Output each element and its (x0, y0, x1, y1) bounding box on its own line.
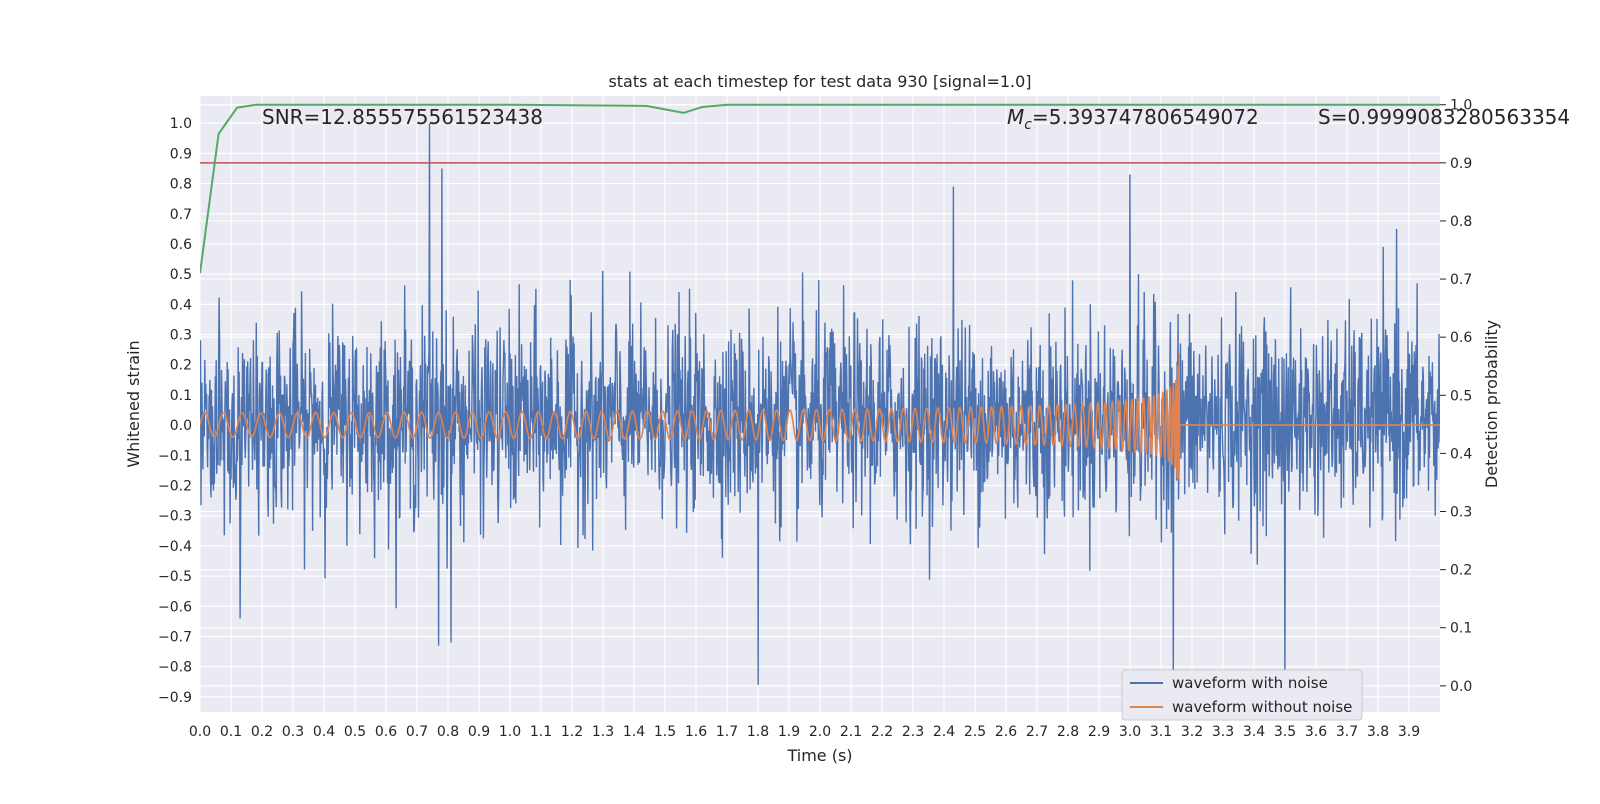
y-right-tick-label: 0.1 (1450, 621, 1472, 637)
y-left-axis-label: Whitened strain (124, 340, 143, 467)
x-tick-label: 0.2 (251, 724, 273, 740)
legend-label-noisy: waveform with noise (1172, 674, 1328, 692)
x-tick-label: 1.0 (499, 724, 521, 740)
y-right-tick-label: 0.8 (1450, 214, 1472, 230)
y-right-tick-label: 0.2 (1450, 563, 1472, 579)
y-right-axis-ticks: 1.0 0.9 0.8 0.7 0.6 0.5 0.4 0.3 0.2 0.1 0.0 (1440, 98, 1472, 695)
y-right-tick-label: 0.7 (1450, 272, 1472, 288)
x-tick-label: 3.2 (1181, 724, 1203, 740)
snr-annotation: SNR=12.855575561523438 (262, 105, 543, 129)
x-tick-label: 1.4 (623, 724, 645, 740)
s-annotation: S=0.9999083280563354 (1318, 105, 1570, 129)
y-right-tick-label: 0.9 (1450, 156, 1472, 172)
x-axis-ticks: 0.0 0.1 0.2 0.3 0.4 0.5 0.6 0.7 0.8 0.9 1.0 1.1 1.2 1… (189, 724, 1420, 740)
x-tick-label: 1.2 (561, 724, 583, 740)
y-left-tick-label: 0.1 (170, 388, 192, 404)
y-left-tick-label: −0.1 (158, 448, 192, 464)
x-tick-label: 3.0 (1119, 724, 1141, 740)
y-left-tick-label: 0.0 (170, 418, 192, 434)
x-tick-label: 3.8 (1367, 724, 1389, 740)
y-left-tick-label: 0.3 (170, 328, 192, 344)
y-left-tick-label: 1.0 (170, 116, 192, 132)
x-tick-label: 2.3 (902, 724, 924, 740)
x-tick-label: 0.8 (437, 724, 459, 740)
y-left-tick-label: −0.9 (158, 690, 192, 706)
y-right-tick-label: 0.3 (1450, 505, 1472, 521)
legend: waveform with noise waveform without noi… (1121, 669, 1363, 721)
legend-box (1121, 669, 1363, 721)
x-tick-label: 2.0 (809, 724, 831, 740)
y-left-tick-label: 0.7 (170, 207, 192, 223)
y-left-tick-label: 0.9 (170, 146, 192, 162)
x-tick-label: 0.6 (375, 724, 397, 740)
x-tick-label: 0.4 (313, 724, 335, 740)
x-tick-label: 0.1 (220, 724, 242, 740)
x-tick-label: 2.7 (1026, 724, 1048, 740)
chirp-mass-annotation: Mc=5.393747806549072 (1007, 105, 1259, 133)
x-tick-label: 3.5 (1274, 724, 1296, 740)
chirp-mass-value: =5.393747806549072 (1032, 105, 1259, 129)
y-left-tick-label: −0.3 (158, 509, 192, 525)
x-tick-label: 0.0 (189, 724, 211, 740)
x-tick-label: 0.3 (282, 724, 304, 740)
x-tick-label: 3.4 (1243, 724, 1265, 740)
y-right-tick-label: 0.4 (1450, 446, 1472, 462)
x-tick-label: 1.5 (654, 724, 676, 740)
x-tick-label: 1.7 (716, 724, 738, 740)
y-left-tick-label: 0.2 (170, 358, 192, 374)
x-tick-label: 2.4 (933, 724, 955, 740)
chirp-mass-subscript: c (1024, 117, 1032, 133)
x-tick-label: 0.5 (344, 724, 366, 740)
series-detection-probability (200, 103, 1440, 274)
x-tick-label: 3.9 (1398, 724, 1420, 740)
y-left-tick-label: −0.2 (158, 479, 192, 495)
x-tick-label: 3.1 (1150, 724, 1172, 740)
y-right-tick-label: 0.5 (1450, 388, 1472, 404)
legend-label-clean: waveform without noise (1172, 698, 1352, 716)
y-left-tick-label: −0.5 (158, 569, 192, 585)
x-tick-label: 1.1 (530, 724, 552, 740)
y-left-tick-label: 0.6 (170, 237, 192, 253)
y-left-tick-label: 0.8 (170, 177, 192, 193)
data-layer (200, 103, 1440, 685)
y-left-tick-label: 0.4 (170, 297, 192, 313)
x-tick-label: 1.9 (778, 724, 800, 740)
y-left-axis-ticks: 1.0 0.9 0.8 0.7 0.6 0.5 0.4 0.3 0.2 0.1 0.0 −0.1 −0.… (158, 116, 192, 706)
x-tick-label: 1.6 (685, 724, 707, 740)
y-left-tick-label: −0.7 (158, 630, 192, 646)
y-right-tick-label: 1.0 (1450, 98, 1472, 114)
x-tick-label: 2.8 (1057, 724, 1079, 740)
y-right-tick-label: 0.6 (1450, 330, 1472, 346)
x-tick-label: 2.5 (964, 724, 986, 740)
x-tick-label: 2.6 (995, 724, 1017, 740)
y-right-tick-label: 0.0 (1450, 679, 1472, 695)
x-tick-label: 2.1 (840, 724, 862, 740)
x-tick-label: 3.7 (1336, 724, 1358, 740)
x-tick-label: 3.3 (1212, 724, 1234, 740)
x-axis-label: Time (s) (786, 746, 852, 765)
x-tick-label: 0.7 (406, 724, 428, 740)
series-noisy-waveform (200, 123, 1440, 685)
x-tick-label: 1.3 (592, 724, 614, 740)
chirp-mass-symbol: M (1007, 105, 1024, 129)
x-tick-label: 2.2 (871, 724, 893, 740)
y-left-tick-label: 0.5 (170, 267, 192, 283)
y-left-tick-label: −0.4 (158, 539, 192, 555)
x-tick-label: 1.8 (747, 724, 769, 740)
y-right-axis-label: Detection probability (1482, 320, 1501, 488)
y-left-tick-label: −0.8 (158, 660, 192, 676)
series-clean-waveform (200, 353, 1440, 480)
x-tick-label: 2.9 (1088, 724, 1110, 740)
x-tick-label: 3.6 (1305, 724, 1327, 740)
y-left-tick-label: −0.6 (158, 599, 192, 615)
chart-title: stats at each timestep for test data 930… (608, 72, 1031, 91)
x-tick-label: 0.9 (468, 724, 490, 740)
